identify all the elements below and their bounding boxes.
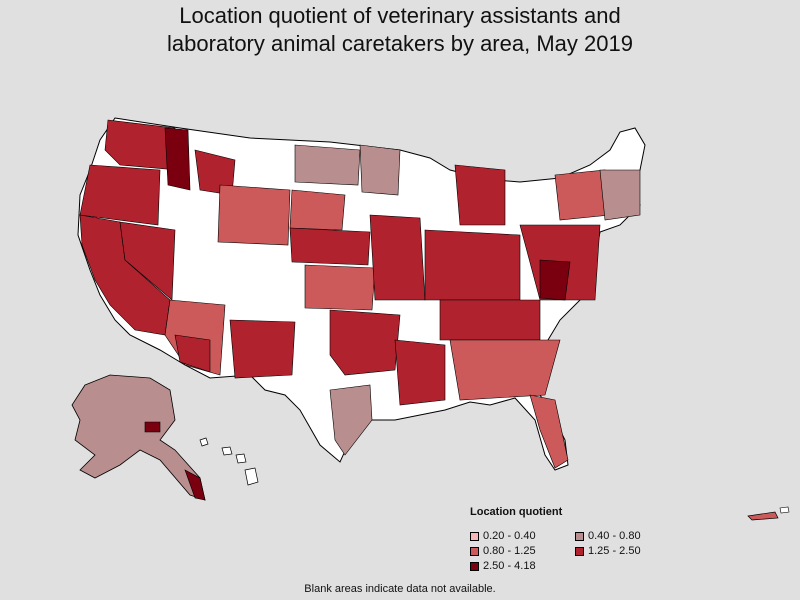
legend: Location quotient 0.20 - 0.40 0.40 - 0.8… bbox=[470, 506, 700, 573]
alaska-southeast bbox=[184, 469, 206, 501]
area-oregon bbox=[79, 164, 161, 226]
area-oklahoma-texas bbox=[329, 309, 401, 376]
area-new-england bbox=[599, 169, 641, 221]
alaska-anchorage bbox=[144, 421, 161, 433]
legend-swatch bbox=[575, 531, 584, 541]
area-arizona-south bbox=[174, 334, 211, 373]
area-tennessee bbox=[439, 299, 541, 341]
legend-label: 0.20 - 0.40 bbox=[483, 530, 536, 542]
area-washington bbox=[104, 119, 179, 171]
legend-label: 1.25 - 2.50 bbox=[588, 545, 641, 557]
legend-item: 1.25 - 2.50 bbox=[575, 544, 685, 558]
legend-item: 0.80 - 1.25 bbox=[470, 544, 575, 558]
area-ohio-valley bbox=[424, 229, 521, 301]
area-florida bbox=[529, 394, 569, 469]
legend-label: 0.40 - 0.80 bbox=[588, 530, 641, 542]
area-washington-east bbox=[164, 127, 191, 191]
legend-swatch bbox=[470, 546, 479, 556]
title-line-1: Location quotient of veterinary assistan… bbox=[179, 3, 621, 28]
footer-note: Blank areas indicate data not available. bbox=[304, 583, 496, 595]
area-iowa-missouri bbox=[369, 214, 426, 301]
legend-item: 2.50 - 4.18 bbox=[470, 559, 575, 573]
legend-item: 0.20 - 0.40 bbox=[470, 529, 575, 543]
legend-swatch bbox=[470, 561, 479, 571]
area-kansas bbox=[304, 264, 376, 311]
hawaii bbox=[199, 437, 259, 486]
legend-label: 0.80 - 1.25 bbox=[483, 545, 536, 557]
area-michigan bbox=[454, 164, 506, 226]
legend-item: 0.40 - 0.80 bbox=[575, 529, 685, 543]
title-line-2: laboratory animal caretakers by area, Ma… bbox=[167, 31, 633, 56]
area-new-mexico bbox=[229, 319, 296, 379]
area-minnesota bbox=[359, 144, 401, 196]
alaska bbox=[71, 374, 206, 501]
legend-grid: 0.20 - 0.40 0.40 - 0.80 0.80 - 1.25 1.25… bbox=[470, 529, 700, 573]
puerto-rico bbox=[747, 506, 790, 521]
legend-swatch bbox=[470, 531, 479, 541]
area-wyoming bbox=[217, 184, 291, 246]
area-south-dakota bbox=[289, 189, 346, 231]
legend-label: 2.50 - 4.18 bbox=[483, 560, 536, 572]
area-nebraska bbox=[289, 227, 371, 266]
area-louisiana bbox=[394, 339, 446, 406]
area-west-virginia bbox=[539, 259, 571, 301]
area-southeast bbox=[449, 339, 561, 401]
area-texas-gulf bbox=[329, 384, 373, 456]
area-north-dakota bbox=[294, 144, 361, 186]
legend-title: Location quotient bbox=[470, 506, 563, 518]
legend-swatch bbox=[575, 546, 584, 556]
map-title: Location quotient of veterinary assistan… bbox=[0, 2, 800, 58]
